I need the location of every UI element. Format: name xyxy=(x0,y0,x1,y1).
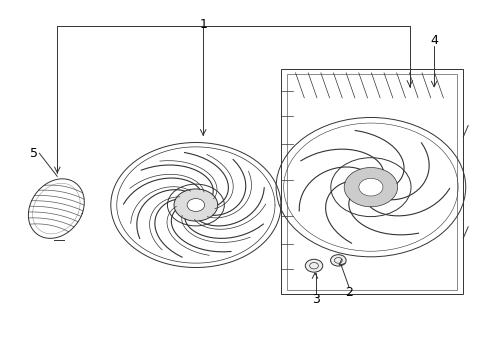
Circle shape xyxy=(358,178,382,196)
Circle shape xyxy=(174,189,217,221)
Text: 2: 2 xyxy=(345,286,352,299)
Circle shape xyxy=(187,199,204,211)
Bar xyxy=(286,73,457,290)
Text: 1: 1 xyxy=(199,18,207,31)
Circle shape xyxy=(330,255,346,266)
Text: 5: 5 xyxy=(30,147,39,160)
Text: 3: 3 xyxy=(312,293,320,306)
Circle shape xyxy=(344,167,397,207)
Circle shape xyxy=(305,259,322,272)
Text: 4: 4 xyxy=(429,34,437,47)
Bar xyxy=(281,69,462,294)
